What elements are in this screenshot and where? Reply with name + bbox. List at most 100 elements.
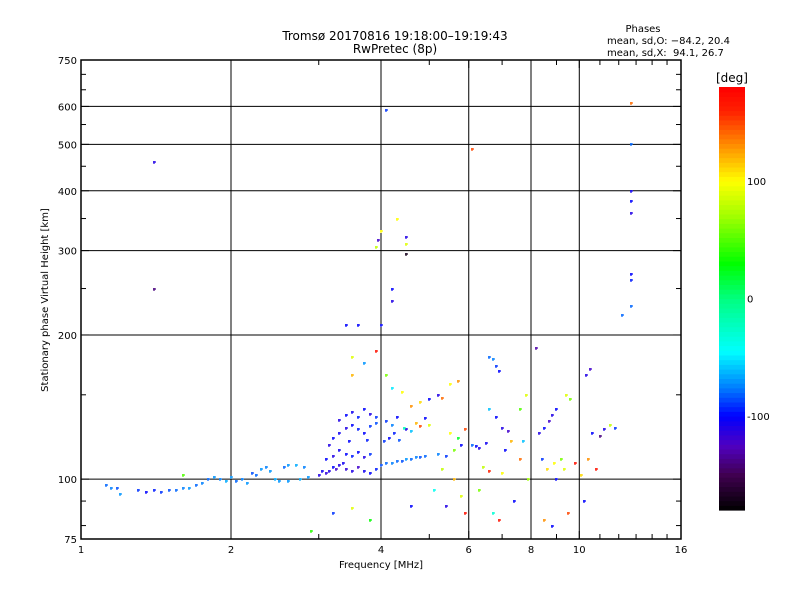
data-point — [614, 427, 617, 430]
data-point — [410, 458, 413, 461]
colorbar-segment — [719, 359, 745, 365]
colorbar-segment — [719, 430, 745, 436]
data-point — [325, 458, 328, 461]
data-point — [345, 324, 348, 327]
data-point — [630, 143, 633, 146]
colorbar-segment — [719, 101, 745, 107]
colorbar-segment — [719, 486, 745, 492]
axes: 1 2 4 6 8 10 16 75 100 200 300 400 500 600 750 — [58, 56, 687, 556]
colorbar-segment — [719, 279, 745, 285]
data-point — [391, 288, 394, 291]
colorbar-segment — [719, 448, 745, 455]
data-point — [424, 417, 427, 420]
data-point — [415, 456, 418, 459]
data-point — [519, 408, 522, 411]
data-point — [295, 464, 298, 467]
colorbar-segment — [719, 228, 745, 234]
data-point — [351, 424, 354, 427]
data-point — [453, 478, 456, 481]
colorbar-segment — [719, 331, 745, 337]
data-point — [246, 482, 249, 485]
data-point — [501, 427, 504, 430]
colorbar-segment — [719, 260, 745, 267]
data-point — [396, 218, 399, 221]
data-point — [580, 474, 583, 477]
data-point — [160, 491, 163, 494]
data-point — [388, 437, 391, 440]
data-point — [287, 480, 290, 483]
data-point — [375, 422, 378, 425]
y-tick-label: 600 — [58, 102, 77, 113]
colorbar-segment — [719, 134, 745, 140]
colorbar-segment — [719, 383, 745, 389]
data-point — [363, 362, 366, 365]
data-point — [195, 484, 198, 487]
data-point — [357, 416, 360, 419]
data-point — [475, 445, 478, 448]
data-point — [219, 478, 222, 481]
data-point — [182, 474, 185, 477]
colorbar-segment — [719, 87, 745, 93]
data-point — [380, 230, 383, 233]
data-point — [525, 394, 528, 397]
data-point — [630, 102, 633, 105]
data-point — [110, 487, 113, 490]
data-point — [338, 449, 341, 452]
colorbar-segment — [719, 505, 745, 511]
data-point — [565, 394, 568, 397]
data-point — [419, 401, 422, 404]
data-point — [332, 437, 335, 440]
data-point — [410, 505, 413, 508]
colorbar-segment — [719, 312, 745, 318]
data-point — [235, 480, 238, 483]
data-point — [464, 428, 467, 431]
colorbar-tick-label: -100 — [747, 412, 770, 423]
data-point — [551, 414, 554, 417]
data-point — [385, 109, 388, 112]
data-point — [328, 444, 331, 447]
colorbar-segment — [719, 246, 745, 253]
data-point — [543, 519, 546, 522]
colorbar-segment — [719, 307, 745, 314]
data-point — [410, 405, 413, 408]
colorbar-segment — [719, 223, 745, 229]
data-point — [492, 358, 495, 361]
colorbar-segment — [719, 293, 745, 300]
data-point — [498, 370, 501, 373]
data-point — [519, 458, 522, 461]
colorbar-segment — [719, 411, 745, 417]
legend-heading: Phases — [625, 24, 660, 35]
colorbar-segment — [719, 477, 745, 483]
data-point — [464, 512, 467, 515]
data-point — [548, 420, 551, 423]
colorbar-segment — [719, 162, 745, 168]
data-point — [391, 424, 394, 427]
data-point — [589, 368, 592, 371]
colorbar-segment — [719, 458, 745, 464]
colorbar-segment — [719, 251, 745, 257]
data-point — [428, 398, 431, 401]
data-point — [563, 468, 566, 471]
legend-o-stats: mean, sd,O: −84.2, 20.4 — [607, 36, 730, 47]
data-point — [587, 458, 590, 461]
colorbar-segment — [719, 397, 745, 403]
data-point — [603, 428, 606, 431]
x-tick-label: 10 — [573, 545, 586, 556]
y-tick-label: 400 — [58, 187, 77, 198]
colorbar-tick-label: 0 — [747, 295, 753, 306]
data-point — [269, 470, 272, 473]
data-point — [357, 466, 360, 469]
data-point — [405, 243, 408, 246]
data-point — [391, 462, 394, 465]
data-point — [255, 474, 258, 477]
data-point — [471, 444, 474, 447]
data-point — [396, 460, 399, 463]
data-point — [375, 350, 378, 353]
chart-title: Tromsø 20170816 19:18:00–19:19:43 — [281, 29, 507, 43]
colorbar-segment — [719, 406, 745, 412]
chart-subtitle: RwPretec (8p) — [353, 42, 437, 56]
data-point — [630, 279, 633, 282]
colorbar-segment — [719, 129, 745, 135]
data-point — [488, 356, 491, 359]
colorbar-segment — [719, 119, 745, 126]
